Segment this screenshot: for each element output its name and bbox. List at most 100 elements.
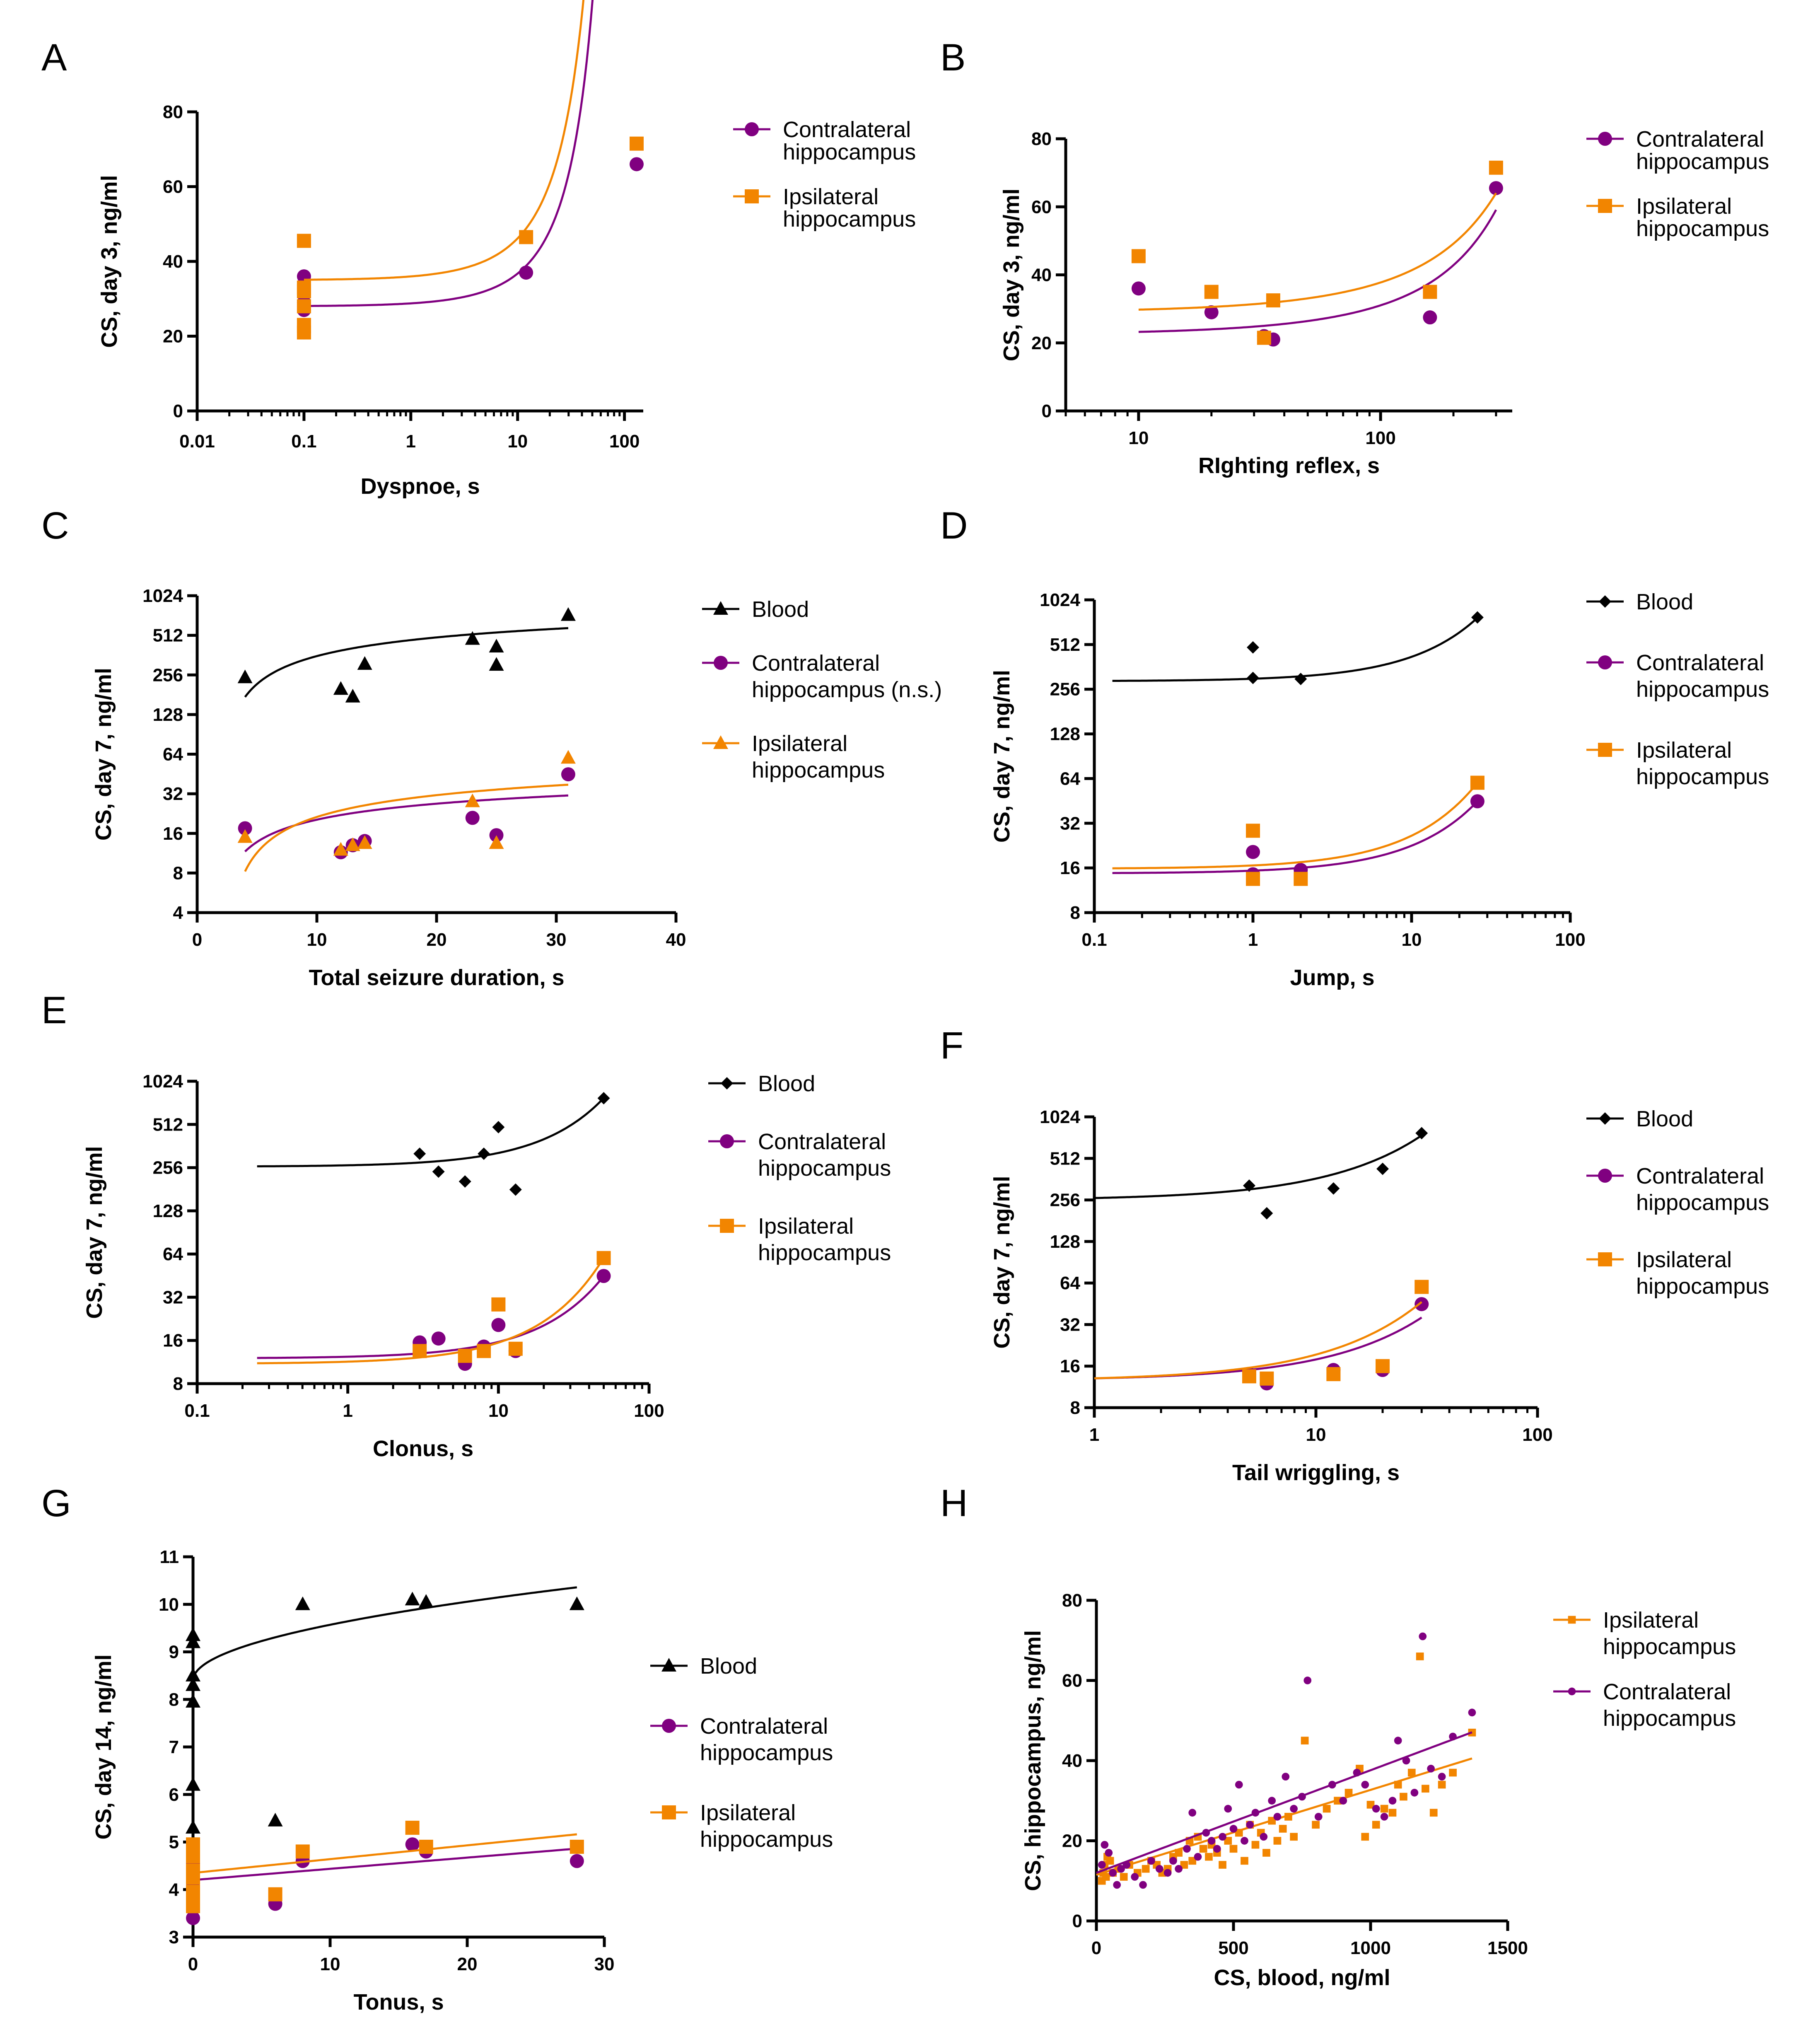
legend-label: Ipsilateral (1636, 194, 1732, 219)
data-point (237, 829, 253, 843)
y-tick-label: 60 (1031, 197, 1052, 217)
data-point (489, 835, 504, 849)
data-point (1101, 1841, 1109, 1849)
y-tick-label: 10 (159, 1594, 179, 1615)
data-point (489, 828, 504, 843)
data-point (1394, 1737, 1402, 1744)
fit-curve (1096, 1731, 1472, 1874)
data-point (1294, 673, 1307, 686)
data-point (1380, 1813, 1388, 1821)
y-axis-title: CS, hippocampus, ng/ml (1021, 1630, 1045, 1891)
data-point (1142, 1865, 1150, 1873)
data-point (1224, 1837, 1232, 1845)
data-point (186, 1820, 200, 1834)
legend-label: Ipsilateral (783, 184, 879, 209)
chart-panel-h: H 0 500 1000 1500 0 20 40 60 80 CS, blood, ng/ml CS… (940, 1482, 1736, 1990)
legend-label: hippocampus (758, 1156, 891, 1181)
data-point (1470, 794, 1484, 809)
data-point (1241, 1857, 1248, 1865)
data-point (1205, 1853, 1213, 1861)
fit-curve (1094, 1317, 1422, 1379)
x-tick-label: 100 (1555, 930, 1585, 950)
y-tick-label: 128 (153, 705, 183, 725)
data-point (413, 1147, 426, 1160)
x-axis-title: Clonus, s (373, 1436, 473, 1461)
data-point (1105, 1849, 1113, 1857)
y-tick-label: 1024 (142, 1071, 183, 1092)
data-point (1415, 1127, 1428, 1140)
data-point (297, 284, 311, 299)
data-point (297, 325, 311, 340)
legend-marker (1598, 743, 1612, 757)
chart-panel-c: C 0 10 20 30 40 4 8 16 32 64 128 256 512 1024 Total sei… (41, 505, 942, 990)
data-point (1247, 641, 1259, 654)
legend-label: hippocampus (1636, 1190, 1769, 1215)
series-ipsilateral-hippocampus (237, 750, 576, 872)
data-point (186, 1694, 200, 1708)
legend-label: Ipsilateral (1603, 1608, 1699, 1633)
fit-curve (244, 794, 569, 853)
data-point (186, 1627, 200, 1641)
data-point (1380, 1805, 1388, 1813)
y-tick-label: 1024 (1040, 590, 1080, 610)
legend-marker (720, 1134, 734, 1148)
y-tick-label: 20 (163, 326, 183, 347)
x-axis-title: Total seizure duration, s (309, 965, 564, 990)
legend-marker (662, 1805, 676, 1819)
data-point (1416, 1652, 1424, 1660)
data-point (1402, 1756, 1410, 1765)
y-tick-label: 11 (159, 1547, 179, 1567)
y-tick-label: 20 (1062, 1831, 1082, 1851)
x-tick-label: 500 (1218, 1938, 1248, 1958)
y-axis-title: CS, day 14, ng/ml (91, 1654, 116, 1839)
panel-letter: F (940, 1024, 963, 1067)
legend-entry: Blood (1586, 1106, 1693, 1131)
data-point (1423, 285, 1437, 299)
legend-label: hippocampus (1636, 1274, 1769, 1299)
data-point (1422, 1785, 1429, 1793)
data-point (465, 811, 480, 825)
data-point (1188, 1857, 1197, 1865)
data-point (1246, 845, 1260, 859)
legend-label: hippocampus (1636, 764, 1769, 789)
data-point (1268, 1817, 1276, 1825)
data-point (1353, 1768, 1361, 1777)
data-point (1438, 1781, 1446, 1789)
y-tick-label: 60 (1062, 1671, 1082, 1691)
chart-panel-a: A 0.01 0.1 1 10 100 0 20 40 60 80 Dyspnoe, s CS, day… (41, 0, 916, 499)
data-point (297, 299, 311, 314)
y-tick-label: 4 (173, 903, 183, 923)
data-point (596, 1251, 611, 1265)
x-tick-label: 100 (609, 431, 640, 452)
data-point (1361, 1833, 1369, 1841)
legend-label: Contralateral (1636, 650, 1764, 675)
y-tick-label: 8 (1070, 1398, 1080, 1418)
y-tick-label: 512 (1050, 1148, 1080, 1169)
x-tick-label: 1500 (1487, 1938, 1528, 1958)
data-point (431, 1331, 446, 1346)
x-axis-title: Jump, s (1290, 965, 1374, 990)
chart-panel-f: F 1 10 100 8 16 32 64 128 256 512 1024 Tail wrigglin… (940, 1024, 1769, 1485)
x-tick-label: 10 (1306, 1425, 1326, 1445)
data-point (1327, 1182, 1340, 1195)
data-point (186, 1677, 200, 1691)
data-point (1328, 1781, 1336, 1789)
legend-label: hippocampus (1603, 1706, 1736, 1731)
data-point (478, 1147, 490, 1160)
y-tick-label: 80 (1062, 1590, 1082, 1611)
data-point (295, 1596, 310, 1610)
data-point (1301, 1737, 1309, 1744)
data-point (1235, 1829, 1243, 1837)
data-point (405, 1837, 420, 1852)
y-tick-label: 40 (1062, 1751, 1082, 1771)
data-point (1303, 1677, 1312, 1684)
y-tick-label: 16 (163, 1331, 183, 1351)
legend-label: hippocampus (1636, 149, 1769, 174)
legend-label: Contralateral (1636, 127, 1764, 152)
x-tick-label: 20 (457, 1954, 478, 1974)
y-tick-label: 128 (1050, 724, 1080, 744)
data-point (1246, 824, 1260, 838)
